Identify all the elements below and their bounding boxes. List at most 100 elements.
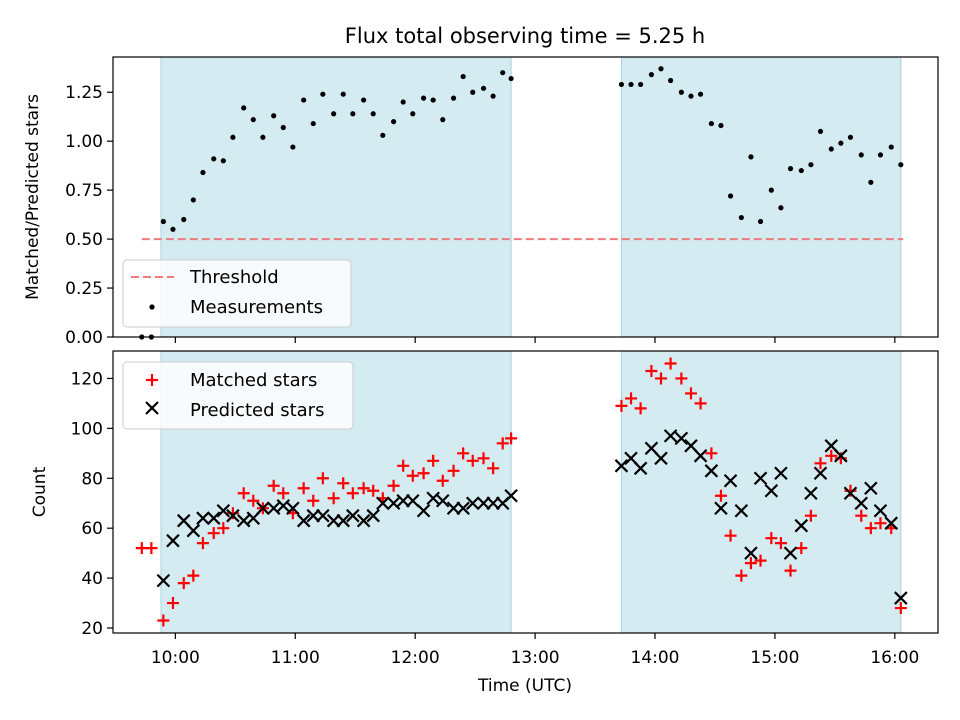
y-tick-label: 0.75 [65,181,103,201]
measurement-point [618,81,625,88]
measurement-point [241,105,247,111]
shaded-interval [620,56,902,338]
predicted-star-marker [873,503,888,518]
legend-measurements-label: Measurements [190,297,323,318]
matched-star-marker [436,474,449,487]
matched-star-marker [487,462,500,475]
legend-matched-swatch [146,374,158,386]
measurement-point [190,197,196,203]
measurement-point [271,113,277,119]
bottom-legend: Matched stars Predicted stars [122,361,354,430]
measurement-point [708,120,714,127]
measurement-point [460,73,466,80]
top-panel: 0.00 0.25 0.50 0.75 1.00 1.25 Matched/Predict… [23,56,939,348]
x-tick-label: 14:00 [631,648,680,668]
measurement-point [718,122,724,129]
predicted-star-marker [864,481,878,496]
measurement-point [678,89,684,95]
measurement-point [898,162,904,168]
chart-title: Flux total observing time = 5.25 h [345,24,705,48]
matched-star-marker [297,482,310,495]
predicted-star-marker [406,493,420,508]
predicted-star-marker [316,508,330,523]
measurement-point [420,95,427,101]
predicted-star-marker [693,449,708,463]
top-legend: Threshold Measurements [122,259,352,328]
predicted-star-marker [753,471,768,486]
x-tick-label: 10:00 [151,648,200,668]
matched-star-marker [825,449,838,462]
matched-star-marker [217,522,230,535]
predicted-star-marker [216,503,231,518]
predicted-star-marker [186,523,201,538]
matched-star-marker [277,487,290,500]
matched-star-marker [625,392,638,405]
x-tick-label: 15:00 [750,648,799,668]
y-tick-label: 0.00 [65,328,103,348]
measurement-point [390,119,397,125]
measurement-point [858,152,864,158]
bottom-plot-frame [112,350,939,634]
measurement-point [160,218,166,225]
measurement-point [200,169,206,176]
measurement-point [480,85,487,91]
matched-star-marker [307,494,320,507]
predicted-star-marker [804,486,818,501]
measurement-point [667,77,674,84]
matched-star-marker [387,479,400,492]
matched-star-marker [744,557,757,570]
matched-star-marker [406,469,419,482]
y-tick-label: 80 [81,469,103,489]
measurement-point [847,134,854,140]
matched-star-marker [505,432,518,445]
measurement-point [697,91,704,97]
matched-star-marker [784,564,797,577]
predicted-star-marker [813,466,828,481]
predicted-star-marker [196,511,210,525]
measurement-point [220,158,226,164]
measurement-point [290,144,296,150]
measurement-point [658,66,664,72]
matched-star-marker [664,357,677,370]
predicted-star-marker [723,473,738,488]
predicted-star-marker [435,493,450,508]
measurement-point [508,75,514,82]
legend-matched-label: Matched stars [190,370,317,391]
predicted-star-marker [266,501,281,515]
predicted-star-marker [226,508,240,523]
predicted-star-marker [774,466,788,481]
matched-star-marker [477,452,490,465]
x-tick-label: 11:00 [271,648,320,668]
measurement-point [808,162,814,168]
matched-star-marker [196,537,209,550]
measurement-point [868,179,874,185]
y-tick-label: 0.25 [65,279,103,299]
measurement-point [331,111,337,117]
predicted-star-marker [704,464,719,478]
measurement-point [888,144,894,150]
predicted-star-marker [486,496,500,511]
predicted-star-marker [744,546,758,560]
predicted-star-marker [714,501,728,515]
bottom-predicted-points [156,429,908,605]
matched-star-marker [207,527,220,540]
measurement-point [361,97,367,103]
predicted-star-marker [894,591,908,605]
matched-star-marker [337,477,350,490]
measurement-point [320,91,326,97]
predicted-star-marker [504,488,518,503]
shaded-interval [620,350,902,634]
x-tick-label: 13:00 [511,648,560,668]
bottom-y-axis-label: Count [30,466,50,517]
matched-star-marker [694,397,707,410]
predicted-star-marker [794,518,809,533]
predicted-star-marker [286,501,300,515]
matched-star-marker [735,569,748,582]
predicted-star-marker [764,483,779,498]
measurement-point [768,187,774,193]
legend-threshold-label: Threshold [189,267,279,288]
predicted-star-marker [326,513,341,528]
matched-star-marker [247,494,260,507]
y-tick-label: 100 [71,419,103,439]
